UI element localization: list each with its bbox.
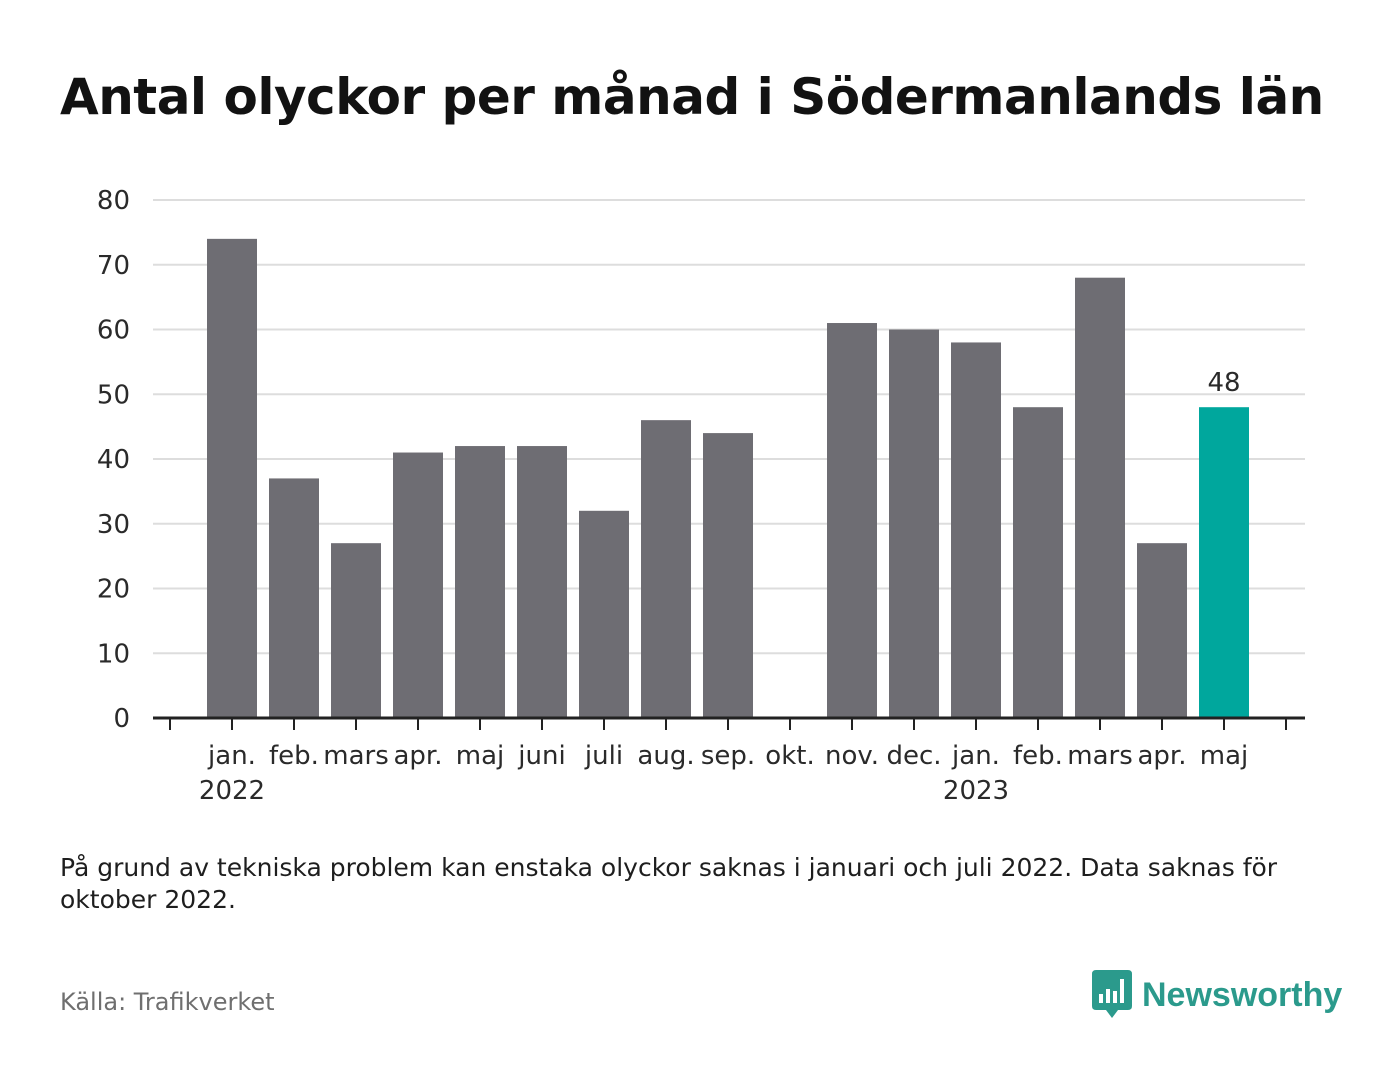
x-tick-label: jan. — [951, 741, 1000, 771]
x-tick-label: aug. — [637, 741, 694, 771]
data-label: 48 — [1207, 368, 1240, 398]
bar-apr-3 — [393, 452, 443, 718]
bar-nov-10 — [827, 323, 877, 718]
bar-mars-14 — [1075, 277, 1125, 718]
y-tick-label: 10 — [97, 639, 130, 669]
x-tick-label: okt. — [765, 741, 814, 771]
x-tick-label: maj — [456, 741, 504, 771]
x-tick-label: apr. — [1137, 741, 1186, 771]
bar-jan-0 — [207, 238, 257, 718]
x-year-label: 2023 — [943, 776, 1009, 806]
x-tick-label: mars — [323, 741, 389, 771]
y-tick-label: 30 — [97, 510, 130, 540]
y-tick-label: 70 — [97, 251, 130, 281]
bar-jan-12 — [951, 342, 1001, 718]
bar-mars-2 — [331, 543, 381, 718]
x-tick-label: feb. — [269, 741, 319, 771]
bar-feb-13 — [1013, 407, 1063, 718]
footnote: På grund av tekniska problem kan enstaka… — [60, 853, 1278, 914]
x-tick-label: juni — [517, 741, 565, 771]
y-tick-label: 40 — [97, 445, 130, 475]
x-year-label: 2022 — [199, 776, 265, 806]
chart-title: Antal olyckor per månad i Södermanlands … — [60, 68, 1324, 126]
x-tick-label: apr. — [393, 741, 442, 771]
y-tick-label: 20 — [97, 575, 130, 605]
newsworthy-logo: Newsworthy — [1092, 970, 1342, 1020]
x-axis — [153, 716, 1305, 730]
bar-maj-16 — [1199, 407, 1249, 718]
y-tick-label: 0 — [113, 704, 130, 734]
bar-chart-logo-icon — [1092, 970, 1132, 1018]
bar-feb-1 — [269, 478, 319, 718]
x-tick-label: juli — [584, 741, 623, 771]
bar-juli-6 — [579, 510, 629, 718]
x-tick-label: nov. — [825, 741, 879, 771]
x-tick-label: maj — [1200, 741, 1248, 771]
x-tick-label: feb. — [1013, 741, 1063, 771]
y-tick-label: 80 — [97, 186, 130, 216]
bar-juni-5 — [517, 446, 567, 718]
x-tick-label: mars — [1067, 741, 1133, 771]
bar-maj-4 — [455, 446, 505, 718]
bar-apr-15 — [1137, 543, 1187, 718]
y-tick-label: 50 — [97, 380, 130, 410]
x-tick-label: sep. — [701, 741, 755, 771]
bar-sep-8 — [703, 433, 753, 718]
bar-aug-7 — [641, 420, 691, 718]
x-tick-label: dec. — [886, 741, 941, 771]
bar-dec-11 — [889, 329, 939, 718]
y-tick-label: 60 — [97, 316, 130, 346]
source-text: Källa: Trafikverket — [60, 988, 275, 1016]
brand-name: Newsworthy — [1142, 975, 1343, 1014]
x-tick-label: jan. — [207, 741, 256, 771]
bars — [207, 238, 1249, 718]
